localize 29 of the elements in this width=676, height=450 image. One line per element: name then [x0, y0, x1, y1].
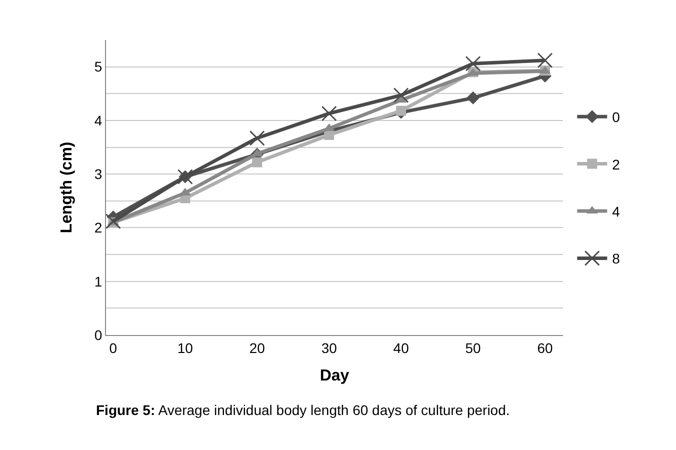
legend-label: 8 — [612, 250, 620, 267]
x-tick-label: 50 — [465, 340, 482, 356]
y-tick-label: 4 — [94, 112, 102, 128]
y-axis-title: Length (cm) — [58, 142, 76, 234]
x-tick-label: 20 — [249, 340, 266, 356]
caption: Figure 5: Average individual body length 60 days of culture period. — [96, 402, 510, 418]
y-tick-label: 5 — [94, 58, 102, 75]
x-tick-label: 0 — [109, 340, 118, 356]
legend-label: 0 — [612, 109, 620, 126]
point — [465, 56, 481, 72]
point — [466, 91, 480, 104]
point — [321, 106, 337, 122]
point — [396, 106, 406, 116]
x-tick-label: 30 — [321, 340, 338, 356]
y-tick-label: 0 — [94, 326, 102, 343]
x-tick-label: 40 — [393, 340, 410, 356]
x-tick-label: 60 — [537, 340, 554, 356]
y-tick-label: 1 — [94, 273, 102, 290]
point — [537, 52, 553, 68]
point — [249, 130, 265, 146]
point — [106, 214, 121, 230]
y-tick-label: 3 — [94, 166, 102, 182]
y-tick-label: 2 — [94, 220, 102, 236]
x-axis-title: Day — [320, 368, 350, 384]
point — [393, 88, 409, 103]
point — [252, 157, 262, 168]
x-tick-label: 10 — [177, 340, 194, 356]
legend-label: 2 — [612, 156, 620, 172]
legend-label: 4 — [612, 203, 620, 220]
